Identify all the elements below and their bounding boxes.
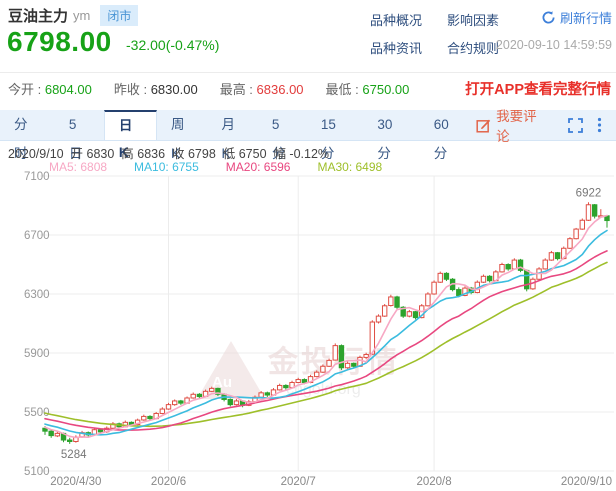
svg-text:6300: 6300 (24, 289, 50, 301)
stat-label: 最高 : (219, 82, 257, 97)
last-price: 6798.00 (7, 26, 112, 57)
more-options-button[interactable] (597, 117, 602, 133)
ma-legend-item: MA30: 6498 (317, 160, 383, 174)
stat-value: 6836.00 (256, 82, 304, 97)
fullscreen-icon (568, 117, 583, 133)
tab-5日[interactable]: 5日 (68, 117, 83, 161)
link-variety-overview[interactable]: 品种概况 (370, 13, 423, 28)
svg-text:5500: 5500 (24, 407, 50, 419)
stat-value: 6750.00 (362, 82, 410, 97)
header: 豆油主力 ym 闭市 (8, 5, 139, 26)
tab-60分[interactable]: 60分 (433, 117, 449, 161)
candlestick-chart[interactable]: 7100 6700 6300 5900 5500 5100 Au 金投行情 cngold.org… (0, 140, 616, 491)
stat-item: 最低 : 6750.00 (326, 79, 410, 98)
ma-legend-item: MA20: 6596 (225, 160, 291, 174)
stat-label: 昨收 : (113, 82, 151, 97)
tab-30分[interactable]: 30分 (377, 117, 393, 161)
svg-text:2020/8: 2020/8 (416, 476, 451, 488)
link-variety-news[interactable]: 品种资讯 (370, 41, 423, 56)
ma-legend-item: MA5: 6808 (49, 160, 108, 174)
vertical-dots-icon (597, 117, 602, 133)
svg-text:2020/7: 2020/7 (281, 476, 316, 488)
svg-text:5900: 5900 (24, 348, 50, 360)
svg-text:2020/4/30: 2020/4/30 (50, 476, 101, 488)
ohlc-info-line: 2020/9/10 开 6830 高 6836 收 6798 低 6750 幅 … (8, 147, 330, 161)
stat-label: 最低 : (325, 82, 363, 97)
refresh-label: 刷新行情 (559, 11, 612, 26)
stat-item: 最高 : 6836.00 (220, 79, 304, 98)
stat-label: 今开 : (8, 82, 45, 97)
stats-items: 今开 : 6804.00 昨收 : 6830.00 最高 : 6836.00 最低 :… (0, 79, 423, 98)
stats-row: 今开 : 6804.00 昨收 : 6830.00 最高 : 6836.00 最低 :… (0, 72, 616, 104)
refresh-icon (542, 11, 555, 24)
chart-canvas: 710067006300590055005100Au金投行情cngold.org… (24, 171, 614, 488)
fullscreen-button[interactable] (568, 117, 583, 133)
stat-value: 6804.00 (44, 82, 92, 97)
tab-分时[interactable]: 分时 (14, 117, 28, 161)
svg-text:金投行情: 金投行情 (267, 345, 400, 379)
svg-text:6700: 6700 (24, 230, 50, 242)
comment-label: 我要评论 (496, 109, 537, 144)
stat-value: 6830.00 (150, 82, 198, 97)
stat-item: 昨收 : 6830.00 (114, 79, 198, 98)
svg-text:5284: 5284 (61, 449, 87, 461)
svg-text:2020/6: 2020/6 (151, 476, 186, 488)
instrument-title: 豆油主力 (8, 8, 69, 25)
comment-button[interactable]: 我要评论 (476, 105, 550, 145)
quote-timestamp: 2020-09-10 14:59:59 (495, 38, 612, 52)
svg-text:5100: 5100 (24, 466, 50, 478)
svg-text:2020/9/10: 2020/9/10 (561, 476, 612, 488)
tab-周K[interactable]: 周K (171, 117, 185, 161)
edit-icon (476, 119, 491, 133)
refresh-quotes-button[interactable]: 刷新行情 (541, 8, 612, 27)
tab-月K[interactable]: 月K (221, 117, 235, 161)
stat-item: 今开 : 6804.00 (8, 79, 92, 98)
ma-legend-item: MA10: 6755 (134, 160, 199, 174)
svg-text:6922: 6922 (576, 187, 602, 199)
period-tabs: 分时 5日 日K 周K 月K 5分 15分 30分 60分 (0, 110, 476, 161)
instrument-symbol: ym (73, 8, 91, 23)
price-change: -32.00(-0.47%) (126, 37, 220, 53)
svg-text:7100: 7100 (24, 171, 50, 183)
tab-15分[interactable]: 15分 (320, 117, 336, 161)
period-tabbar: 分时 5日 日K 周K 月K 5分 15分 30分 60分 我要评论 (0, 109, 616, 161)
svg-text:Au: Au (212, 374, 232, 391)
link-influencing-factors[interactable]: 影响因素 (447, 13, 500, 28)
link-contract-rules[interactable]: 合约规则 (447, 41, 500, 56)
ma-legend: MA5: 6808 MA10: 6755 MA20: 6596 MA30: 6498 (49, 160, 409, 174)
tab-5分[interactable]: 5分 (271, 117, 286, 161)
market-status-badge: 闭市 (100, 5, 139, 26)
open-app-link[interactable]: 打开APP查看完整行情 (465, 82, 611, 98)
tab-日K[interactable]: 日K (103, 110, 158, 160)
